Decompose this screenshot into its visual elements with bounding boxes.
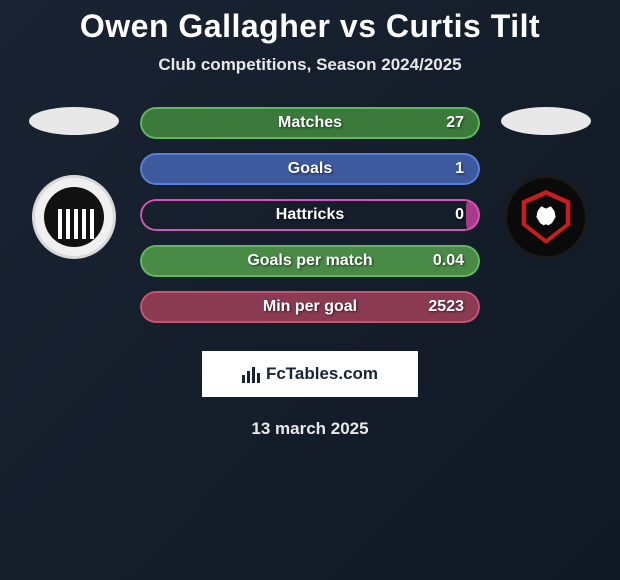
lion-icon [534,205,558,229]
stat-label: Hattricks [276,206,344,224]
left-player-column [24,107,124,259]
stat-value: 2523 [428,298,464,316]
club-badge-left [32,175,116,259]
shield-inner [524,195,568,239]
brand-text: FcTables.com [266,364,378,384]
stat-row-matches: Matches 27 [140,107,480,139]
stat-label: Goals [288,160,332,178]
stat-value: 0.04 [433,252,464,270]
stat-row-hattricks: Hattricks 0 [140,199,480,231]
right-player-column [496,107,596,259]
brand-box: FcTables.com [202,351,418,397]
stat-value: 1 [455,160,464,178]
stat-rows: Matches 27 Goals 1 Hattricks 0 Goals per… [140,107,480,323]
player-left-avatar [29,107,119,135]
stat-label: Goals per match [247,252,372,270]
stat-label: Min per goal [263,298,357,316]
player-right-avatar [501,107,591,135]
stat-fill [466,199,480,231]
comparison-container: Matches 27 Goals 1 Hattricks 0 Goals per… [0,107,620,323]
stat-value: 27 [446,114,464,132]
stat-label: Matches [278,114,342,132]
bar-chart-icon [242,365,260,383]
stat-row-min-per-goal: Min per goal 2523 [140,291,480,323]
date-label: 13 march 2025 [0,419,620,439]
club-badge-right [504,175,588,259]
club-badge-right-emblem [519,190,573,244]
shield-icon [519,190,573,244]
stat-value: 0 [455,206,464,224]
subtitle: Club competitions, Season 2024/2025 [0,55,620,75]
stat-row-goals: Goals 1 [140,153,480,185]
page-title: Owen Gallagher vs Curtis Tilt [0,0,620,45]
stat-row-goals-per-match: Goals per match 0.04 [140,245,480,277]
club-badge-left-emblem [44,187,104,247]
